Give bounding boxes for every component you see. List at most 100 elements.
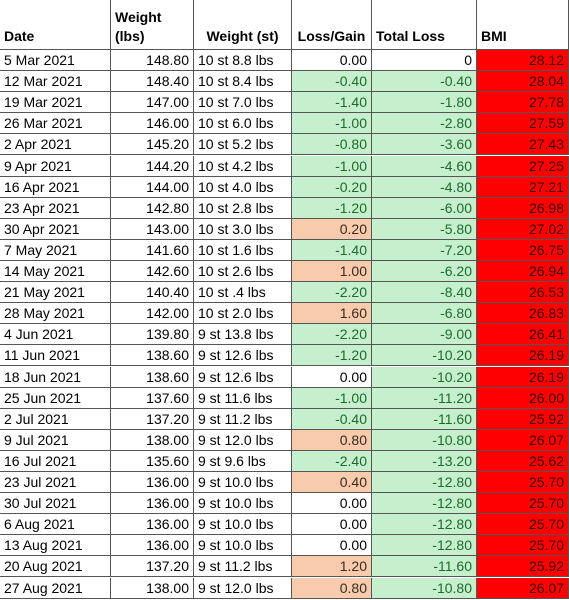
weight-lbs-cell: 140.40 — [111, 282, 194, 304]
weight-lbs-cell: 144.00 — [111, 176, 194, 198]
bmi-cell: 27.02 — [477, 218, 569, 240]
bmi-cell: 28.04 — [477, 71, 569, 93]
loss-gain-cell: -1.00 — [292, 387, 372, 409]
loss-gain-cell: 0.80 — [292, 429, 372, 451]
weight-lbs-cell: 138.60 — [111, 345, 194, 367]
date-cell: 7 May 2021 — [0, 239, 111, 261]
weight-st-cell: 10 st 4.0 lbs — [194, 176, 292, 198]
total-loss-cell: -7.20 — [372, 239, 477, 261]
date-cell: 14 May 2021 — [0, 261, 111, 283]
total-loss-cell: -12.80 — [372, 535, 477, 557]
weight-lbs-cell: 142.00 — [111, 303, 194, 325]
loss-gain-cell: 1.20 — [292, 556, 372, 578]
bmi-cell: 25.70 — [477, 493, 569, 515]
date-cell: 20 Aug 2021 — [0, 556, 111, 578]
loss-gain-cell: -1.20 — [292, 345, 372, 367]
total-loss-cell: -10.20 — [372, 345, 477, 367]
total-loss-cell: -0.40 — [372, 71, 477, 93]
date-cell: 27 Aug 2021 — [0, 577, 111, 599]
date-cell: 16 Jul 2021 — [0, 450, 111, 472]
bmi-cell: 26.41 — [477, 324, 569, 346]
header-date: Date — [0, 0, 111, 50]
weight-lbs-cell: 144.20 — [111, 155, 194, 177]
date-cell: 28 May 2021 — [0, 303, 111, 325]
weight-st-cell: 9 st 9.6 lbs — [194, 450, 292, 472]
weight-lbs-cell: 141.60 — [111, 239, 194, 261]
weight-st-cell: 10 st 2.0 lbs — [194, 303, 292, 325]
total-loss-cell: -2.80 — [372, 113, 477, 135]
total-loss-cell: -1.80 — [372, 92, 477, 114]
bmi-cell: 26.94 — [477, 261, 569, 283]
weight-st-cell: 10 st 4.2 lbs — [194, 155, 292, 177]
bmi-cell: 26.07 — [477, 577, 569, 599]
weight-st-cell: 9 st 12.6 lbs — [194, 366, 292, 388]
bmi-cell: 27.43 — [477, 134, 569, 156]
total-loss-cell: -6.80 — [372, 303, 477, 325]
bmi-cell: 27.21 — [477, 176, 569, 198]
loss-gain-cell: 1.60 — [292, 303, 372, 325]
bmi-cell: 27.59 — [477, 113, 569, 135]
date-cell: 12 Mar 2021 — [0, 71, 111, 93]
weight-lbs-cell: 148.80 — [111, 50, 194, 72]
date-cell: 21 May 2021 — [0, 282, 111, 304]
header-total-loss: Total Loss — [372, 0, 477, 50]
total-loss-cell: -4.80 — [372, 176, 477, 198]
weight-st-cell: 10 st 1.6 lbs — [194, 239, 292, 261]
weight-lbs-cell: 136.00 — [111, 472, 194, 494]
weight-st-cell: 10 st 5.2 lbs — [194, 134, 292, 156]
total-loss-cell: 0 — [372, 50, 477, 72]
bmi-cell: 26.83 — [477, 303, 569, 325]
bmi-cell: 26.98 — [477, 197, 569, 219]
date-cell: 30 Jul 2021 — [0, 493, 111, 515]
loss-gain-cell: -0.20 — [292, 176, 372, 198]
weight-st-cell: 10 st 7.0 lbs — [194, 92, 292, 114]
total-loss-cell: -10.20 — [372, 366, 477, 388]
date-cell: 2 Apr 2021 — [0, 134, 111, 156]
weight-st-cell: 10 st 2.8 lbs — [194, 197, 292, 219]
header-weight-st: Weight (st) — [194, 0, 292, 50]
total-loss-cell: -3.60 — [372, 134, 477, 156]
date-cell: 2 Jul 2021 — [0, 408, 111, 430]
weight-lbs-cell: 148.40 — [111, 71, 194, 93]
loss-gain-cell: -1.40 — [292, 239, 372, 261]
loss-gain-cell: -1.00 — [292, 113, 372, 135]
total-loss-cell: -12.80 — [372, 472, 477, 494]
weight-st-cell: 9 st 12.6 lbs — [194, 345, 292, 367]
bmi-cell: 25.92 — [477, 408, 569, 430]
weight-st-cell: 9 st 13.8 lbs — [194, 324, 292, 346]
loss-gain-cell: -0.80 — [292, 134, 372, 156]
date-cell: 23 Jul 2021 — [0, 472, 111, 494]
loss-gain-cell: -2.20 — [292, 324, 372, 346]
bmi-cell: 26.19 — [477, 345, 569, 367]
weight-st-cell: 10 st 3.0 lbs — [194, 218, 292, 240]
loss-gain-cell: 0.40 — [292, 472, 372, 494]
weight-st-cell: 9 st 12.0 lbs — [194, 577, 292, 599]
weight-lbs-cell: 138.00 — [111, 429, 194, 451]
bmi-cell: 26.07 — [477, 429, 569, 451]
bmi-cell: 27.25 — [477, 155, 569, 177]
total-loss-cell: -11.20 — [372, 387, 477, 409]
date-cell: 16 Apr 2021 — [0, 176, 111, 198]
date-cell: 30 Apr 2021 — [0, 218, 111, 240]
total-loss-cell: -5.80 — [372, 218, 477, 240]
loss-gain-cell: -1.20 — [292, 197, 372, 219]
loss-gain-cell: -1.00 — [292, 155, 372, 177]
weight-lbs-cell: 146.00 — [111, 113, 194, 135]
weight-lbs-cell: 145.20 — [111, 134, 194, 156]
weight-lbs-cell: 142.80 — [111, 197, 194, 219]
date-cell: 18 Jun 2021 — [0, 366, 111, 388]
bmi-cell: 25.70 — [477, 514, 569, 536]
total-loss-cell: -12.80 — [372, 514, 477, 536]
date-cell: 5 Mar 2021 — [0, 50, 111, 72]
bmi-cell: 28.12 — [477, 50, 569, 72]
date-cell: 11 Jun 2021 — [0, 345, 111, 367]
weight-st-cell: 10 st 8.8 lbs — [194, 50, 292, 72]
loss-gain-cell: -0.40 — [292, 408, 372, 430]
weight-lbs-cell: 136.00 — [111, 514, 194, 536]
weight-lbs-cell: 136.00 — [111, 493, 194, 515]
total-loss-cell: -12.80 — [372, 493, 477, 515]
weight-lbs-cell: 136.00 — [111, 535, 194, 557]
bmi-cell: 26.19 — [477, 366, 569, 388]
